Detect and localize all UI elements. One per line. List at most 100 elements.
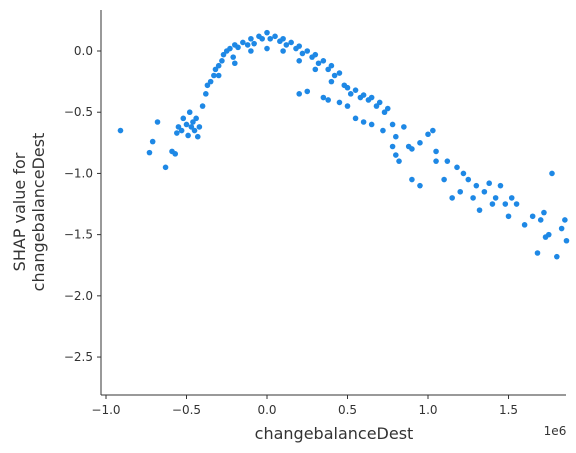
point — [325, 66, 331, 73]
point — [304, 88, 311, 95]
point — [376, 99, 383, 106]
point — [146, 149, 153, 156]
point — [460, 170, 467, 177]
point — [470, 195, 476, 201]
y-tick-label: 0.0 — [74, 44, 93, 58]
y-tick-label: −1.0 — [64, 166, 93, 180]
point — [304, 48, 311, 54]
point — [481, 188, 488, 195]
point — [328, 62, 335, 69]
point — [336, 99, 343, 106]
point — [425, 131, 431, 138]
y-tick-label: −0.5 — [64, 105, 93, 119]
point — [508, 195, 515, 201]
point — [502, 201, 509, 207]
point — [473, 182, 480, 189]
point — [315, 60, 322, 67]
point — [529, 213, 536, 220]
point — [219, 58, 225, 64]
point — [401, 124, 407, 130]
point — [212, 66, 219, 73]
point — [203, 91, 209, 97]
point — [492, 195, 499, 201]
point — [178, 127, 185, 134]
point — [549, 170, 555, 177]
point — [360, 119, 367, 125]
point — [497, 182, 504, 189]
point — [199, 103, 206, 109]
point — [393, 133, 399, 140]
point — [476, 207, 483, 213]
point — [174, 130, 180, 136]
point — [389, 121, 396, 128]
point — [389, 143, 396, 150]
point — [312, 66, 319, 73]
point — [264, 29, 270, 36]
y-axis-label-line: SHAP value for — [10, 152, 29, 271]
point — [193, 115, 199, 122]
point — [320, 94, 327, 101]
point — [232, 60, 238, 67]
point — [449, 195, 455, 201]
point — [283, 42, 290, 48]
point — [235, 44, 241, 51]
point — [288, 39, 294, 46]
point — [554, 253, 560, 260]
point — [489, 201, 496, 207]
point — [384, 105, 391, 112]
x-tick-label: −1.0 — [91, 403, 120, 417]
point — [441, 176, 447, 183]
point — [149, 138, 156, 145]
point — [417, 140, 423, 146]
point — [280, 48, 286, 54]
point — [563, 237, 570, 244]
point — [344, 103, 351, 109]
point — [215, 62, 222, 69]
x-tick-label: 0.5 — [338, 403, 357, 417]
point — [190, 119, 196, 125]
point — [368, 94, 375, 101]
point — [444, 158, 451, 164]
point — [409, 176, 415, 183]
point — [162, 164, 169, 171]
point — [562, 217, 568, 223]
point — [430, 127, 436, 134]
point — [541, 209, 547, 216]
point — [264, 45, 270, 52]
point — [220, 51, 227, 58]
point — [191, 127, 198, 134]
point — [188, 124, 195, 130]
point — [117, 127, 124, 134]
point — [180, 115, 187, 122]
point — [299, 50, 306, 57]
point — [347, 91, 354, 97]
point — [521, 222, 528, 228]
point — [172, 151, 179, 157]
y-tick-label: −2.0 — [64, 289, 93, 303]
point — [465, 176, 472, 183]
y-tick-label: −2.5 — [64, 350, 93, 364]
point — [248, 48, 254, 54]
point — [248, 35, 254, 42]
point — [545, 231, 552, 238]
point — [393, 152, 399, 158]
point — [259, 35, 265, 42]
y-axis-label: SHAP value for changebalanceDest — [10, 133, 48, 292]
point — [183, 121, 190, 128]
point — [154, 119, 161, 125]
point — [380, 127, 386, 134]
point — [433, 148, 439, 155]
point — [396, 158, 402, 164]
point — [325, 97, 331, 103]
point — [558, 225, 565, 232]
point — [244, 42, 251, 48]
point — [537, 217, 544, 223]
point — [185, 132, 191, 139]
point — [352, 115, 359, 122]
point — [194, 133, 201, 140]
point — [204, 82, 211, 89]
point — [312, 51, 319, 58]
point — [344, 84, 351, 91]
